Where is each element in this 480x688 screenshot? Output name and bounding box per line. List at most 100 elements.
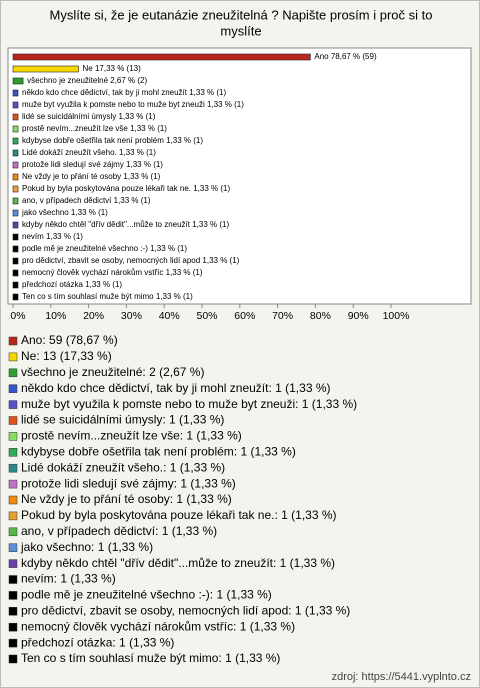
bar-label: podle mě je zneužitelné všechno :-) 1,33… xyxy=(22,244,187,253)
bar-label: Ano 78,67 % (59) xyxy=(314,52,377,61)
legend-swatch xyxy=(8,479,18,489)
x-tick-label: 50% xyxy=(196,310,217,322)
x-tick-label: 60% xyxy=(234,310,255,322)
legend-label: Ne: 13 (17,33 %) xyxy=(21,349,112,363)
legend-swatch xyxy=(8,448,18,457)
bar-label: Ne 17,33 % (13) xyxy=(83,64,142,73)
source: zdroj: https://5441.vyplnto.cz xyxy=(332,671,471,683)
bar-label: Ten co s tím souhlasí muže být mimo 1,33… xyxy=(22,292,193,301)
chart-title: Myslíte si, že je eutanázie zneužitelná … xyxy=(50,7,433,22)
plot-area xyxy=(7,47,472,305)
bar-label: pro dědictví, zbavit se osoby, nemocných… xyxy=(22,256,240,265)
legend-swatch xyxy=(8,543,18,552)
legend-swatch xyxy=(8,384,18,393)
bar xyxy=(12,77,24,85)
bar xyxy=(12,161,19,169)
bar-label: lidé se suicidálními úmysly 1,33 % (1) xyxy=(22,112,156,121)
bar xyxy=(12,293,19,301)
bar xyxy=(12,65,79,73)
legend-swatch xyxy=(8,352,18,362)
legend-label: kdyby někdo chtěl "dřív dědit"...může to… xyxy=(21,556,335,570)
bar xyxy=(12,137,19,145)
bar-label: předchozí otázka 1,33 % (1) xyxy=(22,280,122,289)
bar-label: prostě nevím...zneužít lze vše 1,33 % (1… xyxy=(22,124,167,133)
legend-swatch xyxy=(8,622,18,632)
legend-swatch xyxy=(8,654,18,664)
bar xyxy=(12,233,19,241)
bar-label: Lidé dokáží zneužít všeho. 1,33 % (1) xyxy=(22,148,156,157)
legend-label: protože lidi sledují své zájmy: 1 (1,33 … xyxy=(21,476,236,490)
bar-label: nemocný člověk vychází nárokům vstříc 1,… xyxy=(22,268,203,277)
legend-swatch xyxy=(8,527,18,537)
bar-label: kdyby někdo chtěl "dřív dědit"...může to… xyxy=(22,220,229,229)
legend-label: nevím: 1 (1,33 %) xyxy=(21,572,116,586)
bar xyxy=(12,281,19,289)
bar-label: ano, v případech dědictví 1,33 % (1) xyxy=(22,196,151,205)
legend-swatch xyxy=(8,511,18,521)
legend-label: prostě nevím...zneužít lze vše: 1 (1,33 … xyxy=(21,429,242,443)
x-tick-label: 20% xyxy=(83,310,104,322)
x-tick-label: 10% xyxy=(45,310,66,322)
legend-label: všechno je zneužitelné: 2 (2,67 %) xyxy=(21,365,204,379)
x-tick-label: 30% xyxy=(121,310,142,322)
x-tick-label: 0% xyxy=(10,310,25,322)
legend-swatch xyxy=(8,591,18,600)
bar xyxy=(12,221,19,229)
bar xyxy=(12,269,19,277)
bar-label: Ne vždy je to přání té osoby 1,33 % (1) xyxy=(22,172,161,181)
bar-label: Pokud by byla poskytována pouze lékaři t… xyxy=(22,184,230,193)
legend-label: Ne vždy je to přání té osoby: 1 (1,33 %) xyxy=(21,492,232,506)
bar xyxy=(12,125,19,133)
x-tick-label: 100% xyxy=(383,310,410,322)
legend-label: podle mě je zneužitelné všechno :-): 1 (… xyxy=(21,588,272,602)
bar xyxy=(12,53,311,61)
legend-label: pro dědictví, zbavit se osoby, nemocných… xyxy=(21,603,350,617)
legend-label: jako všechno: 1 (1,33 %) xyxy=(20,540,153,554)
bar xyxy=(12,113,19,121)
legend-swatch xyxy=(8,416,18,425)
legend-label: Pokud by byla poskytována pouze lékaři t… xyxy=(21,508,337,522)
bar-label: kdybyse dobře ošetřila tak není problém … xyxy=(22,136,203,145)
legend-label: nemocný člověk vychází nárokům vstříc: 1… xyxy=(21,619,295,633)
bar xyxy=(12,149,19,157)
bar-label: nevím 1,33 % (1) xyxy=(22,232,83,241)
legend-label: lidé se suicidálními úmysly: 1 (1,33 %) xyxy=(21,413,224,427)
legend-label: muže byt využila k pomste nebo to muže b… xyxy=(21,397,357,411)
legend-swatch xyxy=(8,368,18,378)
bar-label: muže byt využila k pomste nebo to muže b… xyxy=(22,100,244,109)
legend-swatch xyxy=(8,463,18,473)
x-tick-label: 90% xyxy=(348,310,369,322)
legend-label: ano, v případech dědictví: 1 (1,33 %) xyxy=(21,524,217,538)
legend-label: kdybyse dobře ošetřila tak není problém:… xyxy=(21,444,296,458)
bar xyxy=(12,257,19,265)
legend-label: Lidé dokáží zneužít všeho.: 1 (1,33 %) xyxy=(21,460,225,474)
x-tick-label: 80% xyxy=(310,310,331,322)
bar xyxy=(12,173,19,181)
bar-label: všechno je zneužitelné 2,67 % (2) xyxy=(27,76,147,85)
bar xyxy=(12,209,19,217)
legend-swatch xyxy=(8,575,18,584)
legend-swatch xyxy=(8,559,18,568)
legend-swatch xyxy=(8,607,18,616)
legend-swatch xyxy=(8,495,18,505)
legend-swatch xyxy=(8,400,18,409)
legend-label: předchozí otázka: 1 (1,33 %) xyxy=(21,635,174,649)
bar xyxy=(12,197,19,205)
bar-label: protože lidi sledují své zájmy 1,33 % (1… xyxy=(22,160,163,169)
chart-title: myslíte xyxy=(220,23,261,38)
legend-swatch xyxy=(8,432,18,441)
legend-swatch xyxy=(8,336,18,346)
bar-label: někdo kdo chce dědictví, tak by ji mohl … xyxy=(22,88,226,97)
bar xyxy=(12,89,19,97)
bar xyxy=(12,101,19,109)
x-tick-label: 40% xyxy=(159,310,180,322)
legend-label: Ano: 59 (78,67 %) xyxy=(21,333,118,347)
bar xyxy=(12,245,19,253)
bar xyxy=(12,185,19,193)
legend-label: někdo kdo chce dědictví, tak by ji mohl … xyxy=(21,381,331,395)
bar-label: jako všechno 1,33 % (1) xyxy=(21,208,108,217)
legend-label: Ten co s tím souhlasí muže být mimo: 1 (… xyxy=(21,651,280,665)
legend-swatch xyxy=(8,638,18,648)
x-tick-label: 70% xyxy=(272,310,293,322)
